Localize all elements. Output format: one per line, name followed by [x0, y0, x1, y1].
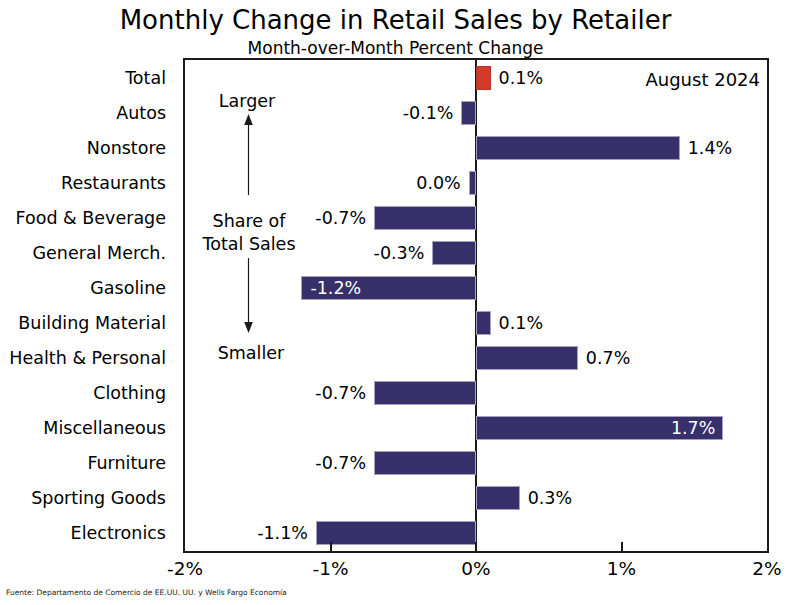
category-label-food-beverage: Food & Beverage [0, 206, 166, 230]
value-label-general-merch: -0.3% [374, 241, 425, 265]
x-tick-label-0: 0% [461, 557, 490, 581]
value-label-nonstore: 1.4% [688, 136, 732, 160]
bar-electronics [316, 521, 476, 545]
bar-health-personal [476, 346, 578, 370]
value-label-total: 0.1% [499, 66, 543, 90]
category-label-gasoline: Gasoline [0, 276, 166, 300]
annotation-larger: Larger [219, 90, 275, 113]
category-label-clothing: Clothing [0, 381, 166, 405]
date-label: August 2024 [645, 69, 760, 91]
value-label-electronics: -1.1% [257, 521, 308, 545]
retail-sales-chart-figure: Monthly Change in Retail Sales by Retail… [0, 0, 791, 605]
x-tick-label-2: -2% [167, 557, 203, 581]
value-label-gasoline: -1.2% [310, 276, 361, 300]
category-label-general-merch: General Merch. [0, 241, 166, 265]
value-label-clothing: -0.7% [315, 381, 366, 405]
bar-general-merch [432, 241, 476, 265]
value-label-sporting-goods: 0.3% [528, 486, 572, 510]
category-label-restaurants: Restaurants [0, 171, 166, 195]
category-label-total: Total [0, 66, 166, 90]
x-tick-mark-1 [621, 542, 623, 551]
category-label-nonstore: Nonstore [0, 136, 166, 160]
category-label-health-personal: Health & Personal [0, 346, 166, 370]
bar-building-material [476, 311, 491, 335]
annotation-share-of-total-sales: Share of Total Sales [202, 210, 295, 256]
bar-food-beverage [374, 206, 476, 230]
value-label-miscellaneous: 1.7% [671, 416, 715, 440]
plot-area: August 2024 Larger Share of Total Sales … [183, 58, 769, 553]
x-tick-mark-0 [475, 542, 477, 551]
value-label-health-personal: 0.7% [586, 346, 630, 370]
category-label-miscellaneous: Miscellaneous [0, 416, 166, 440]
value-label-food-beverage: -0.7% [315, 206, 366, 230]
chart-title: Monthly Change in Retail Sales by Retail… [0, 4, 791, 36]
bar-autos [461, 101, 476, 125]
category-label-building-material: Building Material [0, 311, 166, 335]
bar-furniture [374, 451, 476, 475]
zero-axis-line [475, 60, 477, 551]
x-tick-label-1: 1% [607, 557, 636, 581]
chart-subtitle: Month-over-Month Percent Change [0, 38, 791, 58]
x-tick-label-1: -1% [312, 557, 348, 581]
value-label-autos: -0.1% [403, 101, 454, 125]
x-tick-label-2: 2% [752, 557, 781, 581]
arrow-up-icon [242, 114, 255, 200]
category-label-sporting-goods: Sporting Goods [0, 486, 166, 510]
bar-total [476, 66, 491, 90]
arrow-down-icon [242, 258, 255, 338]
annotation-smaller: Smaller [218, 342, 285, 365]
category-label-autos: Autos [0, 101, 166, 125]
value-label-building-material: 0.1% [499, 311, 543, 335]
annotation-share-line1: Share of [213, 211, 286, 231]
value-label-furniture: -0.7% [315, 451, 366, 475]
bar-sporting-goods [476, 486, 520, 510]
source-note: Fuente: Departamento de Comercio de EE.U… [6, 588, 287, 598]
bar-restaurants [469, 171, 476, 195]
annotation-share-line2: Total Sales [202, 234, 295, 254]
x-tick-mark-1 [330, 542, 332, 551]
category-label-furniture: Furniture [0, 451, 166, 475]
bar-clothing [374, 381, 476, 405]
category-label-electronics: Electronics [0, 521, 166, 545]
value-label-restaurants: 0.0% [416, 171, 460, 195]
bar-nonstore [476, 136, 680, 160]
